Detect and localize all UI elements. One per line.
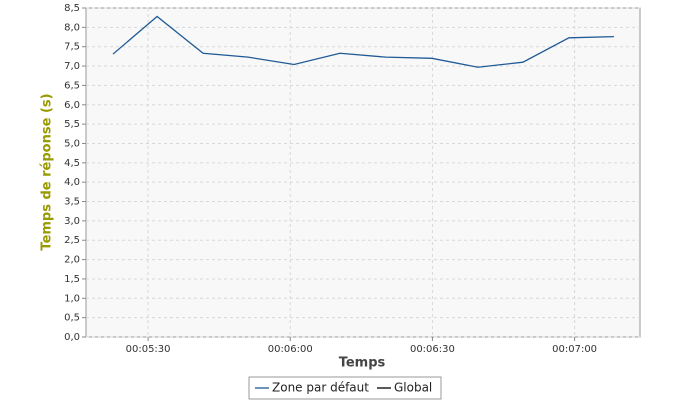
plot-area <box>85 7 641 338</box>
x-tick-label: 00:07:00 <box>552 344 597 355</box>
y-tick-label: 4,0 <box>64 177 80 188</box>
y-tick-label: 6,0 <box>64 100 80 111</box>
y-tick-label: 7,5 <box>64 42 80 53</box>
legend-box <box>248 376 442 400</box>
y-tick-label: 8,5 <box>64 3 80 14</box>
line <box>112 15 614 68</box>
legend-label: Zone par défaut <box>272 381 369 395</box>
y-tick-label: 1,0 <box>64 293 80 304</box>
y-tick-label: 6,5 <box>64 80 80 91</box>
y-axis-title: Temps de réponse (s) <box>40 93 55 250</box>
y-tick-label: 2,0 <box>64 255 80 266</box>
x-tick-label: 00:06:30 <box>410 344 455 355</box>
y-tick-label: 1,5 <box>64 274 80 285</box>
y-tick-label: 2,5 <box>64 235 80 246</box>
y-tick-label: 8,0 <box>64 22 80 33</box>
y-tick-label: 0,5 <box>64 313 80 324</box>
x-axis-title: Temps <box>339 356 386 371</box>
y-tick-label: 0,0 <box>64 332 80 343</box>
x-tick-label: 00:05:30 <box>126 344 171 355</box>
y-tick-label: 7,0 <box>64 61 80 72</box>
y-tick-label: 5,5 <box>64 119 80 130</box>
x-tick-label: 00:06:00 <box>268 344 313 355</box>
y-tick-label: 5,0 <box>64 138 80 149</box>
y-tick-label: 3,0 <box>64 216 80 227</box>
y-tick-label: 4,5 <box>64 158 80 169</box>
legend-label: Global <box>394 381 432 395</box>
y-tick-label: 3,5 <box>64 197 80 208</box>
